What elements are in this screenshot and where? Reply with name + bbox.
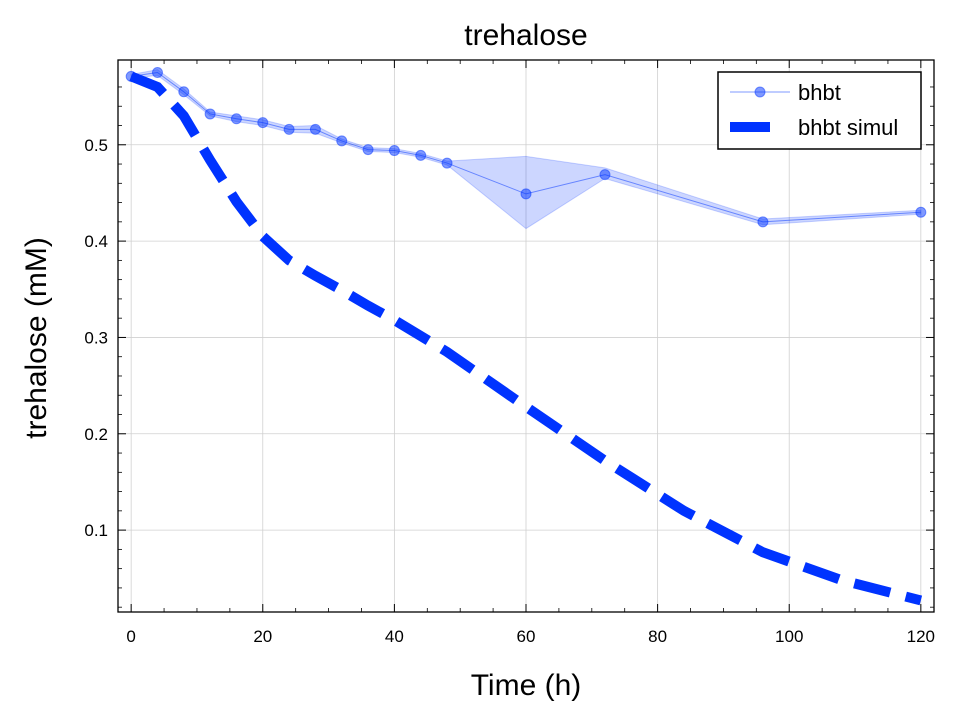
y-axis-label: trehalose (mM) — [20, 237, 53, 439]
series-0-point — [415, 149, 427, 161]
y-tick-label: 0.4 — [84, 232, 108, 251]
x-tick-label: 20 — [253, 627, 272, 646]
series-0-point — [178, 86, 190, 98]
legend: bhbt bhbt simul — [717, 71, 922, 150]
y-tick-label: 0.5 — [84, 136, 108, 155]
x-tick-label: 80 — [648, 627, 667, 646]
y-tick-label: 0.3 — [84, 328, 108, 347]
legend-frame — [717, 71, 922, 150]
series-0-point — [441, 157, 453, 169]
legend-bhbt-label: bhbt — [798, 80, 841, 105]
series-layer — [125, 67, 927, 606]
series-0-point — [283, 123, 295, 135]
x-tick-label: 40 — [385, 627, 404, 646]
series-0-point — [309, 123, 321, 135]
x-tick-label: 100 — [775, 627, 803, 646]
series-0-point — [362, 144, 374, 156]
x-tick-label: 0 — [126, 627, 135, 646]
x-tick-label: 60 — [517, 627, 536, 646]
legend-bhbt-marker — [754, 86, 766, 98]
y-tick-label: 0.1 — [84, 521, 108, 540]
series-0-point — [599, 169, 611, 181]
series-0-point — [915, 206, 927, 218]
series-1-line — [129, 71, 923, 606]
chart-title: trehalose — [464, 19, 587, 52]
legend-bhbt-simul-label: bhbt simul — [798, 115, 898, 140]
series-0-point — [336, 135, 348, 147]
series-0-point — [204, 108, 216, 120]
x-tick-label: 120 — [907, 627, 935, 646]
x-axis-label: Time (h) — [471, 669, 582, 702]
series-0-point — [757, 216, 769, 228]
series-0-point — [230, 113, 242, 125]
series-0-point — [388, 145, 400, 157]
tick-layer: 0 20 40 60 80 100 120 0.1 0.2 0.3 0.4 0.5 — [84, 60, 935, 646]
series-0-point — [151, 67, 163, 79]
series-0-point — [257, 117, 269, 129]
y-tick-label: 0.2 — [84, 425, 108, 444]
series-0-point — [520, 188, 532, 200]
